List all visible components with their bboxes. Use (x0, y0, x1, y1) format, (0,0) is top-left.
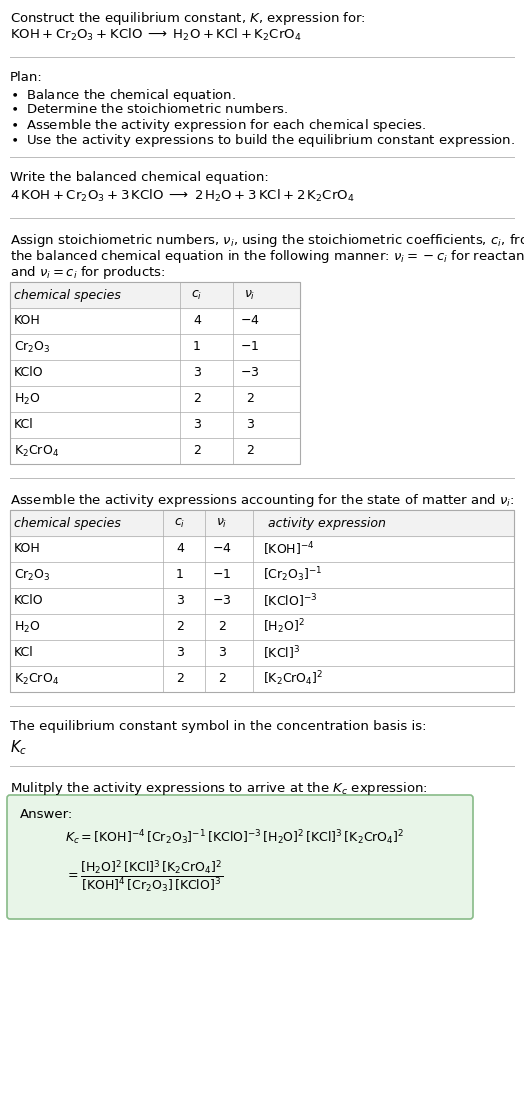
Text: Assemble the activity expressions accounting for the state of matter and $\nu_i$: Assemble the activity expressions accoun… (10, 492, 515, 509)
Text: $[\mathrm{KCl}]^{3}$: $[\mathrm{KCl}]^{3}$ (263, 644, 300, 662)
FancyBboxPatch shape (7, 795, 473, 919)
Text: $= \dfrac{[\mathrm{H_2O}]^{2}\,[\mathrm{KCl}]^{3}\,[\mathrm{K_2CrO_4}]^{2}}{[\ma: $= \dfrac{[\mathrm{H_2O}]^{2}\,[\mathrm{… (65, 858, 223, 893)
Text: 3: 3 (193, 366, 201, 379)
Text: $\mathrm{Cr_2O_3}$: $\mathrm{Cr_2O_3}$ (14, 340, 51, 355)
Text: KOH: KOH (14, 314, 41, 328)
Text: 4: 4 (176, 543, 184, 555)
Text: 2: 2 (176, 621, 184, 633)
Text: $[\mathrm{K_2CrO_4}]^{2}$: $[\mathrm{K_2CrO_4}]^{2}$ (263, 669, 323, 688)
Bar (10, 282, 300, 464)
Text: KOH: KOH (14, 543, 41, 555)
Text: KClO: KClO (14, 366, 43, 379)
Text: $\bullet\;$ Use the activity expressions to build the equilibrium constant expre: $\bullet\;$ Use the activity expressions… (10, 132, 515, 149)
Text: 2: 2 (246, 392, 254, 406)
Text: chemical species: chemical species (14, 289, 121, 301)
Bar (10, 282, 300, 308)
Text: 1: 1 (176, 568, 184, 581)
Text: Write the balanced chemical equation:: Write the balanced chemical equation: (10, 171, 269, 184)
Text: $-4$: $-4$ (212, 543, 232, 555)
Text: chemical species: chemical species (14, 517, 121, 530)
Text: the balanced chemical equation in the following manner: $\nu_i = -c_i$ for react: the balanced chemical equation in the fo… (10, 248, 524, 265)
Text: $\mathrm{K_2CrO_4}$: $\mathrm{K_2CrO_4}$ (14, 444, 59, 458)
Text: $[\mathrm{H_2O}]^{2}$: $[\mathrm{H_2O}]^{2}$ (263, 618, 305, 636)
Text: $-1$: $-1$ (241, 341, 259, 354)
Text: Answer:: Answer: (20, 808, 73, 821)
Text: The equilibrium constant symbol in the concentration basis is:: The equilibrium constant symbol in the c… (10, 720, 427, 733)
Text: $\mathrm{Cr_2O_3}$: $\mathrm{Cr_2O_3}$ (14, 567, 51, 582)
Text: 2: 2 (218, 673, 226, 686)
Text: Assign stoichiometric numbers, $\nu_i$, using the stoichiometric coefficients, $: Assign stoichiometric numbers, $\nu_i$, … (10, 232, 524, 249)
Text: 3: 3 (246, 419, 254, 432)
Text: $\mathrm{H_2O}$: $\mathrm{H_2O}$ (14, 391, 40, 407)
Text: $-1$: $-1$ (212, 568, 232, 581)
Text: activity expression: activity expression (268, 517, 386, 530)
Text: $c_i$: $c_i$ (174, 517, 185, 530)
Text: Mulitply the activity expressions to arrive at the $K_c$ expression:: Mulitply the activity expressions to arr… (10, 780, 428, 797)
Text: $c_i$: $c_i$ (191, 288, 203, 301)
Text: Construct the equilibrium constant, $K$, expression for:: Construct the equilibrium constant, $K$,… (10, 10, 366, 27)
Text: 2: 2 (193, 392, 201, 406)
Text: 2: 2 (246, 444, 254, 457)
Text: $\bullet\;$ Assemble the activity expression for each chemical species.: $\bullet\;$ Assemble the activity expres… (10, 116, 426, 134)
Text: Plan:: Plan: (10, 71, 43, 84)
Text: 1: 1 (193, 341, 201, 354)
Text: 4: 4 (193, 314, 201, 328)
Text: $-3$: $-3$ (212, 595, 232, 608)
Text: and $\nu_i = c_i$ for products:: and $\nu_i = c_i$ for products: (10, 264, 166, 281)
Text: $4\,\mathrm{KOH} + \mathrm{Cr_2O_3} + 3\,\mathrm{KClO}\;\longrightarrow\;2\,\mat: $4\,\mathrm{KOH} + \mathrm{Cr_2O_3} + 3\… (10, 188, 354, 204)
Text: KCl: KCl (14, 646, 34, 659)
Text: $-3$: $-3$ (241, 366, 260, 379)
Text: $[\mathrm{KClO}]^{-3}$: $[\mathrm{KClO}]^{-3}$ (263, 592, 318, 610)
Text: $K_c$: $K_c$ (10, 739, 27, 757)
Text: KClO: KClO (14, 595, 43, 608)
Text: 2: 2 (193, 444, 201, 457)
Text: 2: 2 (176, 673, 184, 686)
Text: $\nu_i$: $\nu_i$ (244, 288, 256, 301)
Text: $\mathrm{H_2O}$: $\mathrm{H_2O}$ (14, 620, 40, 634)
Text: $\bullet\;$ Balance the chemical equation.: $\bullet\;$ Balance the chemical equatio… (10, 87, 236, 104)
Text: $[\mathrm{Cr_2O_3}]^{-1}$: $[\mathrm{Cr_2O_3}]^{-1}$ (263, 566, 323, 585)
Bar (10, 510, 514, 536)
Text: 3: 3 (218, 646, 226, 659)
Text: 3: 3 (176, 595, 184, 608)
Bar (10, 510, 514, 692)
Text: 3: 3 (193, 419, 201, 432)
Text: $\nu_i$: $\nu_i$ (216, 517, 228, 530)
Text: KCl: KCl (14, 419, 34, 432)
Text: $K_c = [\mathrm{KOH}]^{-4}\,[\mathrm{Cr_2O_3}]^{-1}\,[\mathrm{KClO}]^{-3}\,[\mat: $K_c = [\mathrm{KOH}]^{-4}\,[\mathrm{Cr_… (65, 828, 405, 846)
Text: $\mathrm{KOH} + \mathrm{Cr_2O_3} + \mathrm{KClO}$$\;\longrightarrow\;\mathrm{H_2: $\mathrm{KOH} + \mathrm{Cr_2O_3} + \math… (10, 27, 301, 43)
Text: $-4$: $-4$ (240, 314, 260, 328)
Text: $\mathrm{K_2CrO_4}$: $\mathrm{K_2CrO_4}$ (14, 671, 59, 687)
Text: 2: 2 (218, 621, 226, 633)
Text: $\bullet\;$ Determine the stoichiometric numbers.: $\bullet\;$ Determine the stoichiometric… (10, 102, 288, 116)
Text: 3: 3 (176, 646, 184, 659)
Text: $[\mathrm{KOH}]^{-4}$: $[\mathrm{KOH}]^{-4}$ (263, 541, 314, 558)
